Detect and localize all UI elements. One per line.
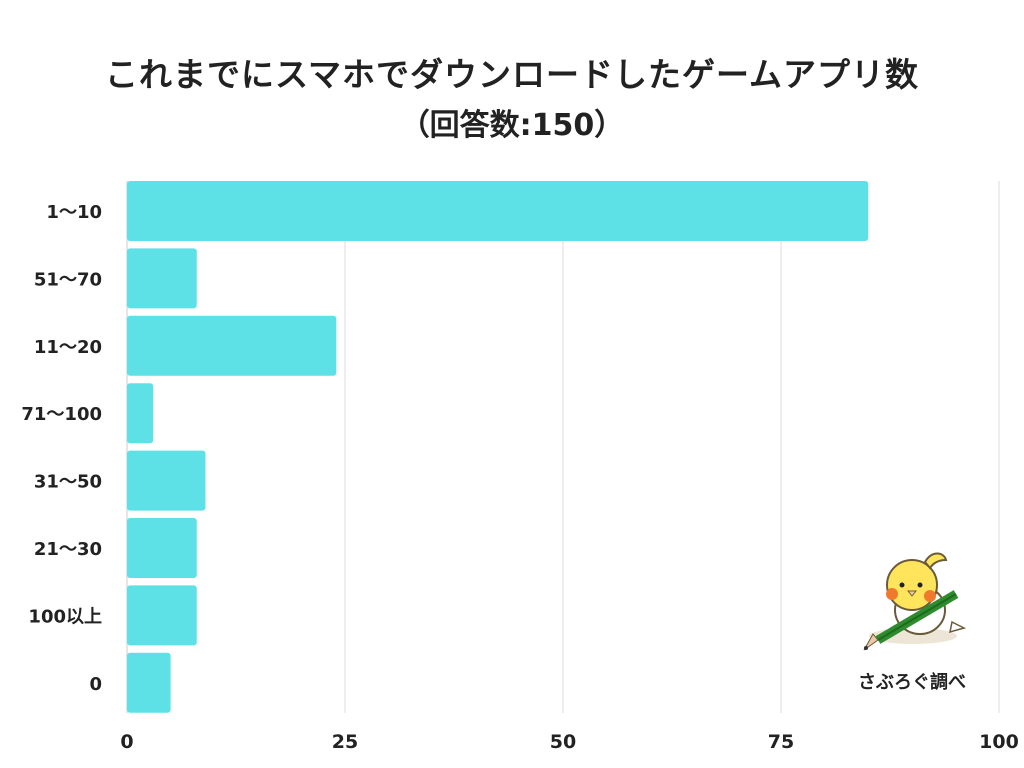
- category-label: 100以上: [28, 606, 102, 627]
- category-label: 21〜30: [34, 539, 102, 560]
- chart-title: これまでにスマホでダウンロードしたゲームアプリ数: [104, 55, 920, 94]
- watermark-text: さぶろぐ調べ: [858, 671, 966, 693]
- grid-lines: [126, 181, 1000, 713]
- category-label: 1〜10: [46, 202, 102, 223]
- category-label: 0: [89, 674, 102, 695]
- category-label: 11〜20: [34, 337, 102, 358]
- x-tick-label: 75: [768, 731, 794, 753]
- bar: [127, 652, 171, 713]
- pencil-icon: [863, 590, 959, 651]
- x-tick-label: 0: [120, 731, 133, 753]
- category-label: 51〜70: [34, 269, 102, 290]
- bar: [127, 315, 337, 376]
- category-label: 71〜100: [21, 404, 102, 425]
- bar: [127, 518, 197, 578]
- category-labels: 1〜10 51〜70 11〜20 71〜100 31〜50 21〜30 100以上 0: [21, 202, 102, 695]
- bars: [127, 181, 869, 713]
- title-block: これまでにスマホでダウンロードしたゲームアプリ数 （回答数:150）: [0, 52, 1024, 148]
- category-label: 31〜50: [34, 472, 102, 493]
- chart-subtitle: （回答数:150）: [399, 108, 625, 143]
- x-tick-label: 25: [332, 731, 358, 753]
- x-tick-label: 50: [550, 731, 576, 753]
- bar: [127, 181, 869, 241]
- x-tick-labels: 0 25 50 75 100: [120, 731, 1018, 753]
- bar: [127, 585, 197, 646]
- bar: [127, 383, 154, 444]
- x-tick-label: 100: [979, 731, 1019, 753]
- bar: [127, 450, 206, 511]
- bar: [127, 248, 197, 309]
